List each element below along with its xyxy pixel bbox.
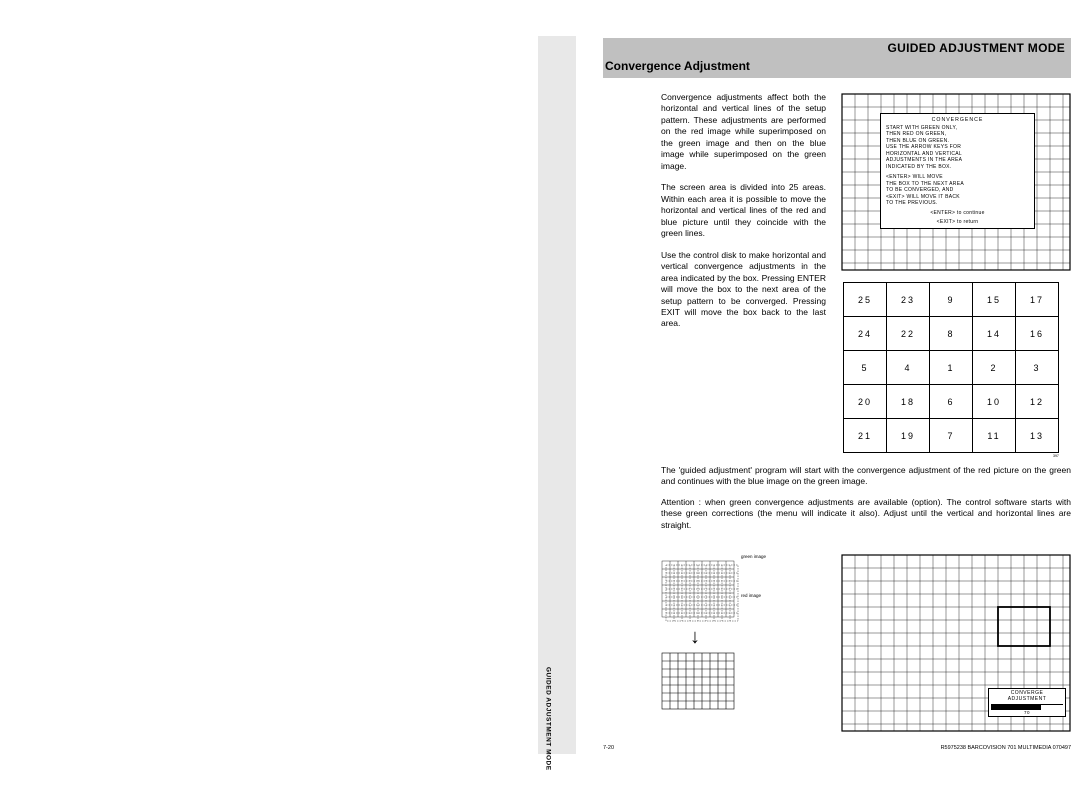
table-row: 252391517 <box>844 283 1059 317</box>
conv-title: CONVERGENCE <box>886 117 1029 124</box>
paragraph-2: The screen area is divided into 25 areas… <box>661 182 826 239</box>
table-label: 397 <box>1053 454 1059 458</box>
paragraph-5: Attention : when green convergence adjus… <box>661 497 1071 531</box>
table-row: 242281416 <box>844 317 1059 351</box>
page-footer: 7-20 R5975238 BARCOVISION 701 MULTIMEDIA… <box>603 745 1071 751</box>
converge-adjustment-box: CONVERGE ADJUSTMENT 70 <box>988 688 1066 717</box>
misaligned-grid <box>661 560 743 626</box>
header-title: GUIDED ADJUSTMENT MODE <box>888 41 1066 55</box>
paragraph-4: The 'guided adjustment' program will sta… <box>661 465 1071 488</box>
table-row: 211971113 <box>844 419 1059 453</box>
page-number: 7-20 <box>603 745 614 751</box>
progress-fill <box>991 705 1041 710</box>
green-image-label: green image <box>741 554 766 559</box>
conv-footer2: <EXIT> to return <box>886 219 1029 226</box>
area-number-table: 252391517 242281416 54123 201861012 2119… <box>843 282 1059 453</box>
full-width-text: The 'guided adjustment' program will sta… <box>661 465 1073 540</box>
document-page: GUIDED ADJUSTMENT MODE GUIDED ADJUSTMENT… <box>543 0 1080 763</box>
arrow-down-icon: ↓ <box>690 626 700 649</box>
vertical-tab-label: GUIDED ADJUSTMENT MODE <box>541 644 555 794</box>
paragraph-1: Convergence adjustments affect both the … <box>661 92 826 172</box>
aligned-grid <box>661 652 739 714</box>
conv-line: TO THE PREVIOUS. <box>886 200 1029 207</box>
conv-footer1: <ENTER> to continue <box>886 210 1029 217</box>
converge-title2: ADJUSTMENT <box>991 696 1063 702</box>
convergence-overlay-box: CONVERGENCE START WITH GREEN ONLY, THEN … <box>880 113 1035 229</box>
table-row: 201861012 <box>844 385 1059 419</box>
table-row: 54123 <box>844 351 1059 385</box>
left-gutter: GUIDED ADJUSTMENT MODE <box>538 36 576 754</box>
page-subtitle: Convergence Adjustment <box>605 59 750 73</box>
paragraph-3: Use the control disk to make horizontal … <box>661 250 826 330</box>
progress-value: 70 <box>991 710 1063 715</box>
doc-id: R5975238 BARCOVISION 701 MULTIMEDIA 0704… <box>941 745 1071 751</box>
red-image-label: red image <box>741 593 761 598</box>
